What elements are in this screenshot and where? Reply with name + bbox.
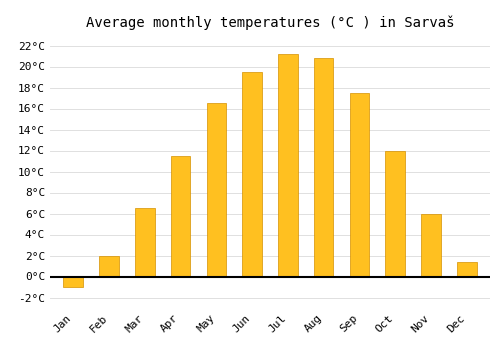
Bar [386,150,405,276]
Bar [421,214,441,276]
Bar [350,93,370,276]
Title: Average monthly temperatures (°C ) in Sarvaš: Average monthly temperatures (°C ) in Sa… [86,15,454,30]
Bar [242,72,262,276]
Bar [170,156,190,276]
Bar [278,54,297,276]
Bar [206,103,226,276]
Bar [457,262,476,276]
Bar [314,58,334,276]
Bar [64,276,83,287]
Bar [135,208,154,276]
Bar [99,256,119,276]
